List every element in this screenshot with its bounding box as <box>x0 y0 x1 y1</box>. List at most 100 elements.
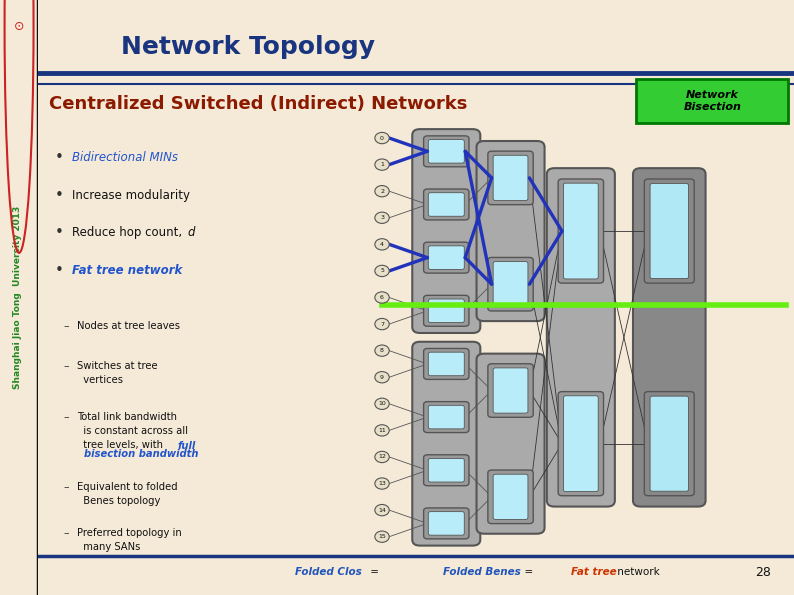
FancyBboxPatch shape <box>650 396 688 491</box>
Text: =: = <box>518 568 540 577</box>
Circle shape <box>375 505 389 516</box>
FancyBboxPatch shape <box>636 79 788 123</box>
Text: 2: 2 <box>380 189 384 194</box>
Text: Network
Bisection: Network Bisection <box>684 90 742 112</box>
Text: Fat tree network: Fat tree network <box>72 264 183 277</box>
FancyBboxPatch shape <box>428 459 464 482</box>
FancyBboxPatch shape <box>650 183 688 278</box>
Text: =: = <box>367 568 382 577</box>
Text: ⊙: ⊙ <box>13 20 25 33</box>
Circle shape <box>375 318 389 330</box>
Text: 9: 9 <box>380 375 384 380</box>
FancyBboxPatch shape <box>493 368 528 413</box>
Circle shape <box>375 345 389 356</box>
FancyBboxPatch shape <box>428 299 464 322</box>
Text: Fat tree: Fat tree <box>571 568 617 577</box>
FancyBboxPatch shape <box>428 352 464 375</box>
Text: –: – <box>63 361 69 371</box>
Text: •: • <box>55 150 64 165</box>
Circle shape <box>375 478 389 489</box>
FancyBboxPatch shape <box>412 342 480 546</box>
Circle shape <box>375 451 389 463</box>
Circle shape <box>375 239 389 250</box>
FancyBboxPatch shape <box>564 183 598 279</box>
Text: Centralized Switched (Indirect) Networks: Centralized Switched (Indirect) Networks <box>49 95 468 113</box>
FancyBboxPatch shape <box>547 168 615 506</box>
FancyBboxPatch shape <box>558 392 603 496</box>
Text: Folded Benes: Folded Benes <box>442 568 520 577</box>
Text: Bidirectional MINs: Bidirectional MINs <box>72 151 178 164</box>
Text: 7: 7 <box>380 321 384 327</box>
Text: 10: 10 <box>378 401 386 406</box>
Text: –: – <box>63 528 69 538</box>
FancyBboxPatch shape <box>564 396 598 491</box>
Text: Increase modularity: Increase modularity <box>72 189 190 202</box>
FancyBboxPatch shape <box>428 193 464 216</box>
Text: Shanghai Jiao Tong  University 2013: Shanghai Jiao Tong University 2013 <box>13 206 21 389</box>
Circle shape <box>375 292 389 303</box>
FancyBboxPatch shape <box>424 402 469 433</box>
Circle shape <box>375 186 389 197</box>
Circle shape <box>375 398 389 409</box>
FancyBboxPatch shape <box>424 295 469 326</box>
Text: Nodes at tree leaves: Nodes at tree leaves <box>77 321 179 331</box>
FancyBboxPatch shape <box>428 512 464 535</box>
FancyBboxPatch shape <box>428 405 464 429</box>
Text: 1: 1 <box>380 162 384 167</box>
Circle shape <box>375 265 389 277</box>
Text: 0: 0 <box>380 136 384 140</box>
Text: d: d <box>187 226 195 239</box>
Circle shape <box>375 132 389 143</box>
Text: •: • <box>55 225 64 240</box>
FancyBboxPatch shape <box>633 168 706 506</box>
FancyBboxPatch shape <box>493 155 528 201</box>
Text: Equivalent to folded
  Benes topology: Equivalent to folded Benes topology <box>77 482 177 506</box>
FancyBboxPatch shape <box>428 140 464 163</box>
Text: Reduce hop count,: Reduce hop count, <box>72 226 186 239</box>
FancyBboxPatch shape <box>645 179 694 283</box>
FancyBboxPatch shape <box>488 151 534 205</box>
Text: •: • <box>55 187 64 203</box>
FancyBboxPatch shape <box>558 179 603 283</box>
Text: –: – <box>63 482 69 492</box>
Text: 3: 3 <box>380 215 384 220</box>
Text: 28: 28 <box>755 566 771 579</box>
Text: 5: 5 <box>380 268 384 274</box>
FancyBboxPatch shape <box>424 136 469 167</box>
Text: 11: 11 <box>378 428 386 433</box>
FancyBboxPatch shape <box>424 242 469 273</box>
Circle shape <box>375 531 389 543</box>
FancyBboxPatch shape <box>424 349 469 380</box>
Text: Folded Clos: Folded Clos <box>295 568 362 577</box>
FancyBboxPatch shape <box>476 353 545 534</box>
FancyBboxPatch shape <box>424 455 469 486</box>
FancyBboxPatch shape <box>493 474 528 519</box>
FancyBboxPatch shape <box>412 129 480 333</box>
Text: 8: 8 <box>380 348 384 353</box>
FancyBboxPatch shape <box>424 189 469 220</box>
Text: 13: 13 <box>378 481 386 486</box>
Circle shape <box>375 425 389 436</box>
Text: –: – <box>63 321 69 331</box>
Text: full: full <box>177 441 195 452</box>
Text: 4: 4 <box>380 242 384 247</box>
Text: Total link bandwidth
  is constant across all
  tree levels, with: Total link bandwidth is constant across … <box>77 412 187 450</box>
Text: 15: 15 <box>378 534 386 539</box>
Text: Switches at tree
  vertices: Switches at tree vertices <box>77 361 157 385</box>
Text: Network Topology: Network Topology <box>121 35 376 59</box>
Circle shape <box>375 159 389 170</box>
Text: 12: 12 <box>378 455 386 459</box>
FancyBboxPatch shape <box>488 470 534 524</box>
Text: bisection bandwidth: bisection bandwidth <box>77 449 198 459</box>
Text: Preferred topology in
  many SANs: Preferred topology in many SANs <box>77 528 181 552</box>
Text: –: – <box>63 412 69 422</box>
Text: 14: 14 <box>378 508 386 513</box>
FancyBboxPatch shape <box>488 258 534 311</box>
FancyBboxPatch shape <box>476 141 545 321</box>
Circle shape <box>375 212 389 223</box>
FancyBboxPatch shape <box>424 508 469 539</box>
Text: •: • <box>55 262 64 278</box>
Circle shape <box>375 371 389 383</box>
FancyBboxPatch shape <box>428 246 464 270</box>
FancyBboxPatch shape <box>645 392 694 496</box>
